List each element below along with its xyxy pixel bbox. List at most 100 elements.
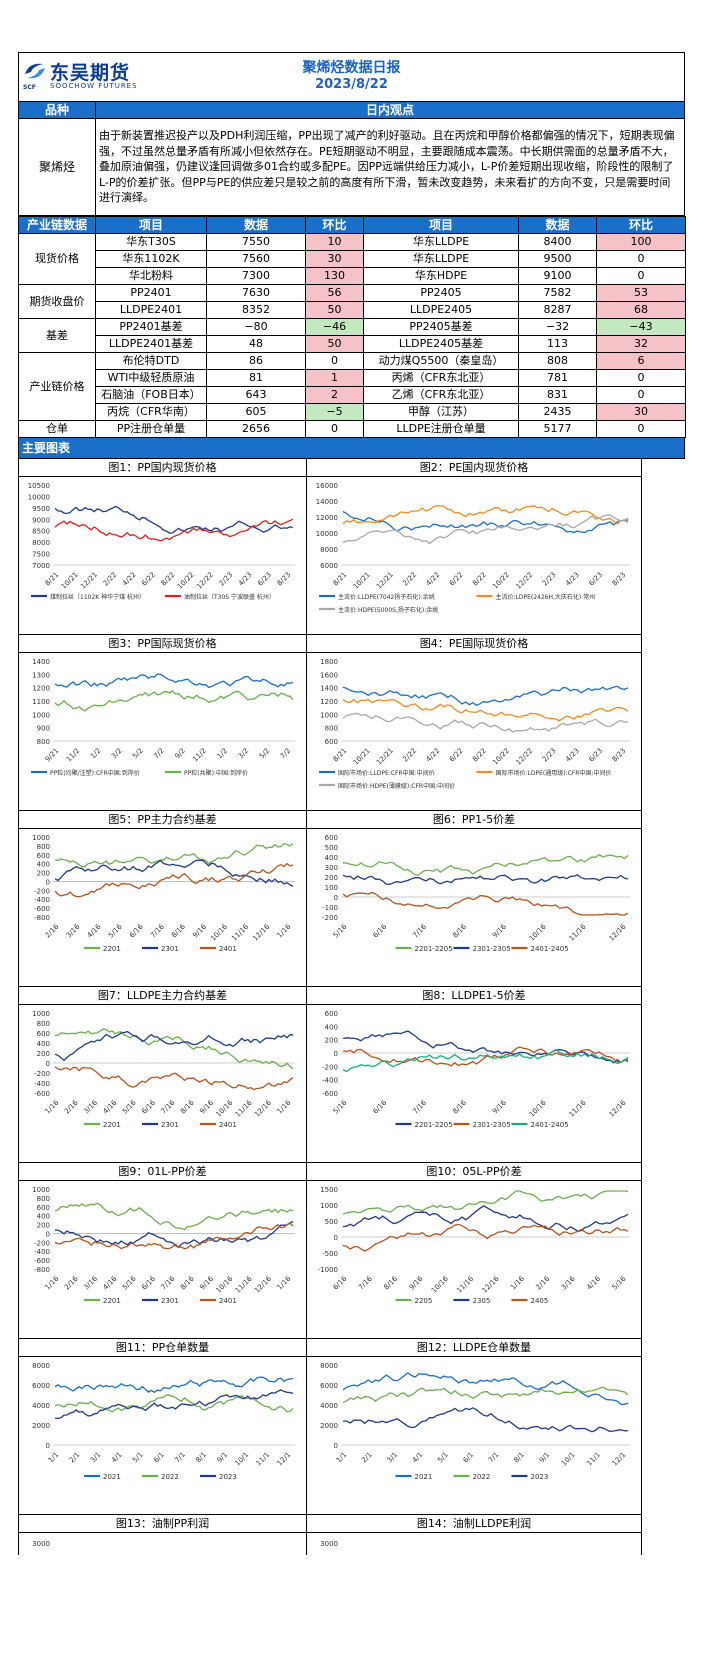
x-tick-label: 11/16	[234, 1274, 254, 1294]
y-tick-label: -400	[34, 896, 50, 904]
table-cell: PP2405基差	[363, 318, 519, 336]
legend-label: 2305	[473, 1297, 491, 1305]
x-tick-label: 7/16	[160, 1098, 177, 1115]
y-tick-label: 500	[325, 844, 338, 852]
x-tick-label: 8/21	[332, 747, 349, 764]
y-tick-label: 800	[37, 738, 50, 746]
table-cell: 8352	[206, 301, 306, 319]
x-tick-label: 11/16	[230, 922, 250, 942]
table-cell: 丙烯（CFR东北亚）	[363, 369, 519, 387]
y-tick-label: 900	[37, 725, 50, 733]
x-tick-label: 8/1	[194, 1451, 208, 1465]
x-tick-label: 7/16	[357, 1274, 374, 1291]
x-tick-label: 4/22	[121, 571, 138, 588]
y-tick-label: 10500	[28, 482, 50, 490]
table-group-label: 基差	[18, 318, 96, 353]
x-tick-label: 7/16	[411, 1098, 428, 1115]
x-tick-label: 5/16	[121, 1274, 138, 1291]
table-group-label: 期货收盘价	[18, 284, 96, 319]
table-row: 华北粉料 7300 130 华东HDPE 9100 0	[19, 267, 686, 285]
table-cell: 华东HDPE	[363, 267, 519, 285]
table-row: 华东1102K 7560 30 华东LLDPE 9500 0	[19, 250, 686, 268]
chart-panel: 图2：PE国内现货价格 16000 14000 12000 10000 8000 6000 8…	[307, 459, 642, 635]
x-tick-label: 3/16	[560, 1274, 577, 1291]
table-header-2: 数据	[206, 216, 306, 234]
chart-panel: 图13：油制PP利润 3000	[19, 1515, 307, 1555]
x-tick-label: 4/16	[102, 1098, 119, 1115]
x-tick-label: 9/16	[491, 1098, 508, 1115]
view-table: 品种 日内观点 聚烯烃 由于新装置推迟投产以及PDH利润压缩，PP出现了减产的利…	[18, 101, 685, 216]
x-tick-label: 8/16	[451, 1098, 468, 1115]
y-tick-label: -600	[322, 1090, 338, 1098]
y-tick-label: 12000	[316, 514, 338, 522]
y-tick-label: 800	[37, 1195, 50, 1203]
y-tick-label: -400	[322, 1077, 338, 1085]
table-cell: 乙烯（CFR东北亚）	[363, 386, 519, 404]
y-tick-label: 1000	[32, 1010, 50, 1018]
x-tick-label: 8/23	[611, 571, 628, 588]
y-tick-label: 0	[46, 1230, 50, 1238]
y-tick-label: 10000	[316, 530, 338, 538]
x-tick-label: 9/16	[408, 1274, 425, 1291]
y-tick-label: 600	[37, 1204, 50, 1212]
table-cell: 华东T30S	[95, 233, 207, 251]
table-cell: LLDPE注册仓单量	[363, 420, 519, 438]
x-tick-label: 8/22	[160, 571, 177, 588]
x-tick-label: 2/16	[63, 1274, 80, 1291]
chart-panel: 图8：LLDPE1-5价差 600 400 200 0 -200 -400 -600 5/16 6…	[307, 987, 642, 1163]
x-tick-label: 10/21	[60, 571, 80, 591]
chart-panel: 图4：PE国际现货价格 1800 1600 1400 1200 1000 800 600 8/2…	[307, 635, 642, 811]
y-tick-label: -800	[34, 914, 50, 922]
x-tick-label: 8/1	[512, 1451, 526, 1465]
table-cell: 7630	[206, 284, 306, 302]
x-tick-label: 1/16	[509, 1274, 526, 1291]
x-tick-label: 7/2	[279, 747, 293, 761]
report-header: 东吴期货 SCF SOOCHOW FUTURES 聚烯烃数据日报 2023/8/…	[18, 52, 685, 101]
y-tick-label: 1000	[32, 711, 50, 719]
table-cell: PP2401	[95, 284, 207, 302]
x-tick-label: 10/1	[560, 1451, 577, 1468]
y-tick-label: 9000	[32, 516, 50, 524]
legend-label: 2401-2405	[531, 945, 569, 953]
legend-label: 主流价:LDPE(2426H,大庆石化):常州	[496, 593, 596, 601]
chart-svg: 8000 6000 4000 2000 01/1 2/1 3/1 4/1 5/1 6/1 7/1 8/…	[320, 1362, 630, 1481]
y-tick-label: 4000	[320, 1402, 338, 1410]
x-tick-label: 8/16	[179, 1274, 196, 1291]
table-cell: 6	[596, 352, 686, 370]
series-line	[342, 1372, 629, 1406]
table-cell: 7582	[518, 284, 597, 302]
y-tick-label: -100	[322, 904, 338, 912]
table-cell: 9100	[518, 267, 597, 285]
x-tick-label: 6/16	[371, 922, 388, 939]
x-tick-label: 8/16	[170, 922, 187, 939]
series-line	[54, 1202, 294, 1231]
table-cell: 7560	[206, 250, 306, 268]
table-header-5: 数据	[518, 216, 597, 234]
y-tick-label: 500	[325, 1218, 338, 1226]
y-tick-label: 200	[37, 1050, 50, 1058]
x-tick-label: 12/16	[253, 1274, 273, 1294]
series-line	[342, 1190, 629, 1215]
x-tick-label: 9/2	[173, 747, 187, 761]
series-line	[342, 891, 629, 916]
chart-svg: 3000	[32, 1540, 50, 1548]
y-tick-label: 1000	[32, 1186, 50, 1194]
y-tick-label: -800	[34, 1266, 50, 1274]
table-row: 石脑油（FOB日本） 643 2 乙烯（CFR东北亚） 831 0	[19, 386, 686, 404]
legend-label: 油制拉丝（T30S 宁波联盛 杭州）	[184, 593, 275, 601]
legend-label: PP粒(共聚):中国:到岸价	[184, 769, 248, 777]
x-tick-label: 11/2	[65, 747, 82, 764]
chart-panel: 图5：PP主力合约基差 1000 800 600 400 200 0 -200 -400 -600…	[19, 811, 307, 987]
series-line	[342, 1048, 629, 1073]
x-tick-label: 4/23	[564, 747, 581, 764]
chart-panel: 图12：LLDPE仓单数量 8000 6000 4000 2000 0 1/1 2/1 3/1 4…	[307, 1339, 642, 1515]
x-tick-label: 12/1	[611, 1451, 628, 1468]
x-tick-label: 12/22	[514, 571, 534, 591]
table-cell: 113	[518, 335, 597, 353]
y-tick-label: 2000	[32, 1422, 50, 1430]
table-cell: −43	[596, 318, 686, 336]
x-tick-label: 8/21	[44, 571, 61, 588]
x-tick-label: 9/16	[198, 1274, 215, 1291]
chart-caption: 图4：PE国际现货价格	[307, 635, 641, 653]
x-tick-label: 12/22	[195, 571, 215, 591]
